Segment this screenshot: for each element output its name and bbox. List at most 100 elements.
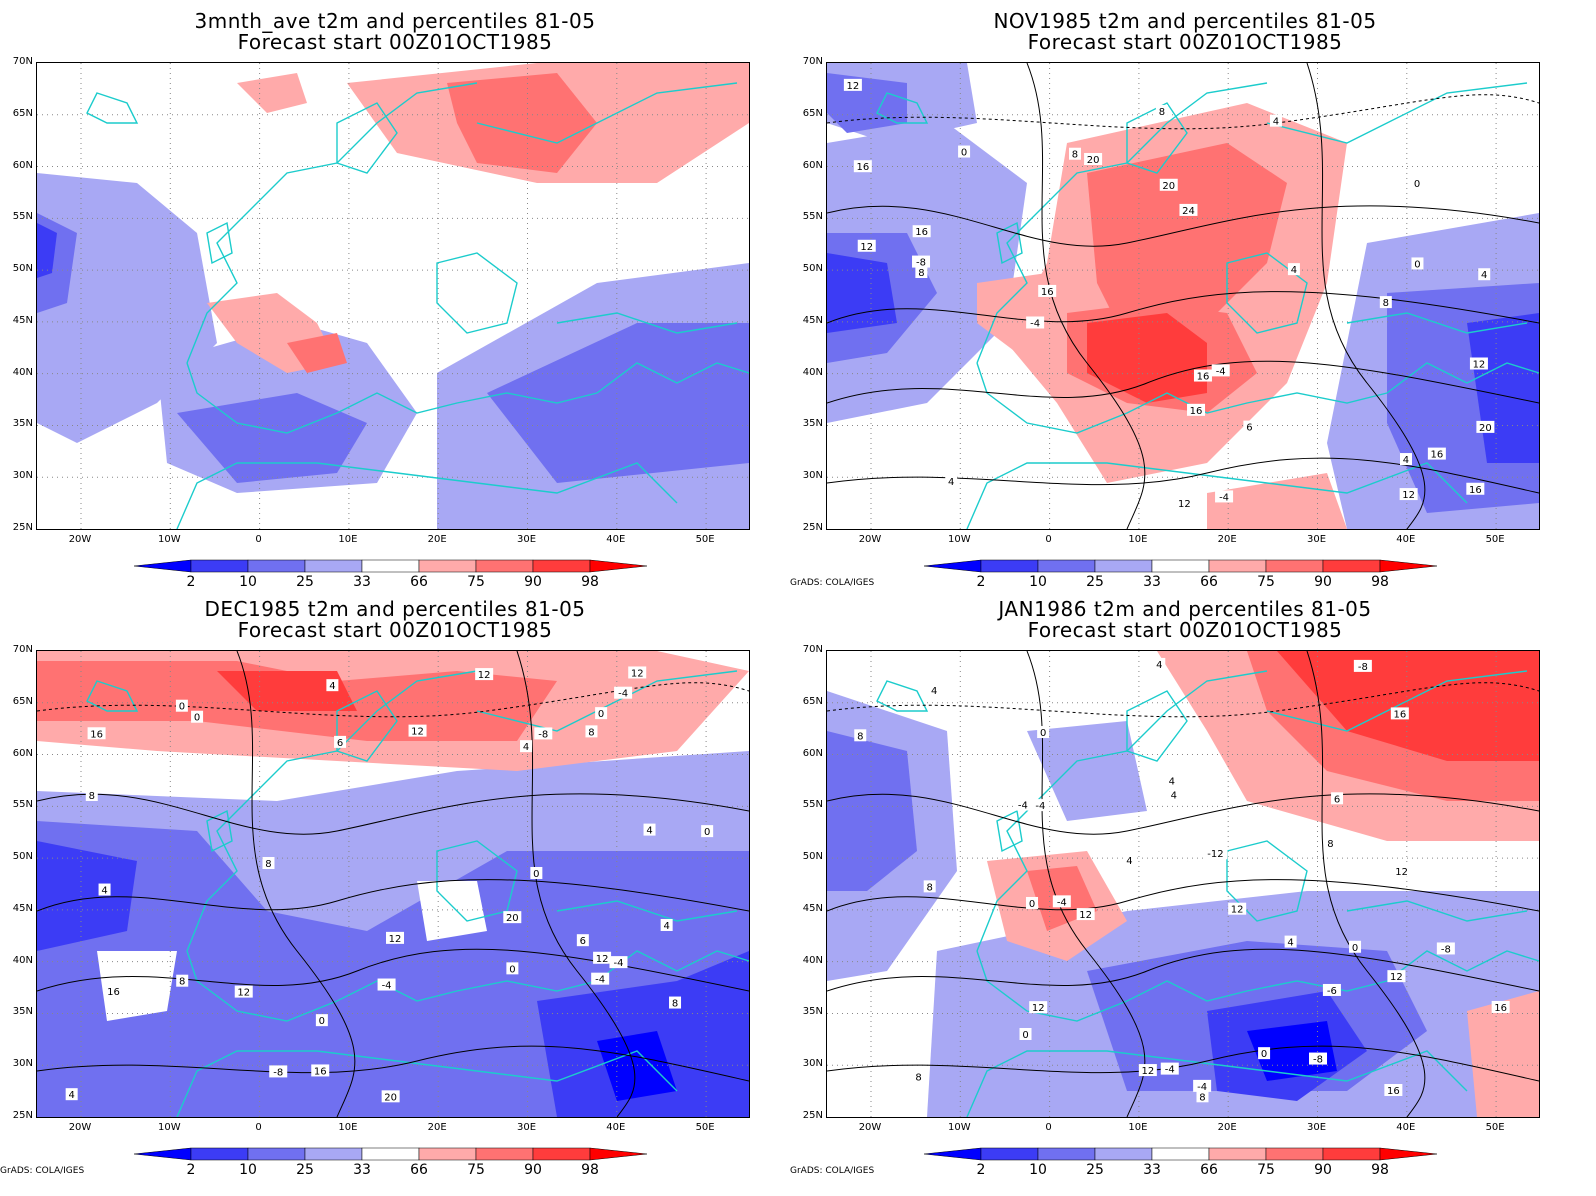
- colorbar-segment: [532, 559, 591, 573]
- svg-text:0: 0: [533, 869, 539, 880]
- svg-text:20: 20: [384, 1092, 397, 1103]
- t2m-contour-line: [1306, 63, 1426, 529]
- contour-label: 16: [1466, 482, 1485, 496]
- t2m-contour-line: [827, 793, 1539, 835]
- longitude-label: 50E: [695, 534, 715, 545]
- svg-text:-8: -8: [273, 1067, 283, 1078]
- contour-label: 16: [912, 225, 931, 238]
- svg-text:8: 8: [918, 268, 924, 279]
- colorbar-label: 10: [239, 1162, 257, 1178]
- latitude-label: 70N: [802, 644, 823, 655]
- contour-label: 4: [98, 883, 111, 897]
- svg-text:4: 4: [68, 1090, 74, 1101]
- latitude-label: 45N: [12, 902, 33, 914]
- svg-text:12: 12: [1079, 910, 1092, 921]
- latitude-label: 55N: [12, 799, 33, 811]
- svg-text:4: 4: [1169, 776, 1175, 787]
- panel-subtitle: Forecast start 00Z01OCT1985: [237, 618, 553, 642]
- longitude-label: 10W: [947, 534, 971, 545]
- coastline: [176, 462, 678, 529]
- svg-text:16: 16: [1197, 372, 1210, 383]
- svg-text:4: 4: [329, 681, 335, 692]
- latitude-label: 55N: [802, 799, 823, 811]
- contour-label: -4: [1052, 895, 1071, 908]
- svg-text:0: 0: [704, 827, 710, 838]
- svg-text:4: 4: [1287, 938, 1293, 949]
- coastline: [1386, 362, 1539, 394]
- longitude-label: 20E: [427, 534, 447, 545]
- map-plot-area: [36, 62, 750, 530]
- longitude-label: 10E: [338, 534, 358, 545]
- colorbar-segment: [1151, 1147, 1210, 1161]
- svg-text:16: 16: [1469, 485, 1482, 496]
- latitude-label: 55N: [802, 211, 823, 223]
- svg-text:-8: -8: [1313, 1055, 1323, 1066]
- contour-label: 4: [1153, 657, 1166, 671]
- latitude-label: 65N: [12, 107, 33, 119]
- latitude-label: 30N: [12, 470, 33, 482]
- percentile-shading-region: [827, 73, 907, 133]
- svg-text:8: 8: [1327, 839, 1333, 850]
- map-plot-area: -12 -8 -8 -4 0 4 -8 -4 -4 -6 0 4 8 -4 4 12 8 12 16 6 8 12 0 4 8 1…: [826, 650, 1540, 1118]
- colorbar-label: 2: [186, 574, 196, 590]
- colorbar-segment: [1265, 559, 1324, 573]
- coastline: [596, 362, 749, 394]
- latitude-label: 50N: [12, 851, 33, 863]
- svg-text:20: 20: [506, 913, 519, 924]
- coastline: [86, 680, 139, 712]
- latitude-label: 70N: [12, 644, 33, 655]
- contour-label: -4: [377, 978, 396, 992]
- svg-text:8: 8: [857, 731, 863, 742]
- contour-label: 8: [854, 729, 867, 742]
- latitude-label: 35N: [12, 418, 33, 430]
- contour-label: -4: [1026, 316, 1045, 329]
- coastline: [966, 1050, 1468, 1117]
- colorbar-label: 75: [467, 574, 485, 590]
- svg-text:0: 0: [961, 148, 967, 159]
- svg-text:-4: -4: [382, 981, 392, 992]
- svg-text:8: 8: [927, 882, 933, 893]
- grads-credit: GrADS: COLA/IGES: [790, 578, 875, 588]
- svg-text:0: 0: [1414, 179, 1420, 190]
- coastline: [186, 82, 478, 364]
- colorbar-segment: [1322, 559, 1381, 573]
- coastline: [476, 82, 738, 144]
- contour-label: -8: [1309, 1052, 1328, 1066]
- svg-text:4: 4: [1171, 790, 1177, 801]
- contour-label: 12: [628, 666, 647, 679]
- latitude-label: 40N: [12, 954, 33, 966]
- colorbar-container: [923, 558, 1444, 577]
- panel-title: DEC1985 t2m and percentiles 81-05: [204, 597, 586, 621]
- coastline: [966, 462, 1468, 529]
- svg-text:-4: -4: [1216, 366, 1226, 377]
- t2m-contour-line: [516, 651, 636, 1117]
- contour-label: 0: [191, 710, 204, 724]
- colorbar-label: 33: [353, 1162, 371, 1178]
- colorbar-segment: [1094, 1147, 1153, 1161]
- svg-text:8: 8: [1072, 150, 1078, 161]
- longitude-label: 10W: [947, 1122, 971, 1133]
- longitude-label: 50E: [1485, 534, 1505, 545]
- colorbar-container: [133, 1146, 654, 1165]
- percentile-shading-region: [1277, 651, 1539, 761]
- contour-label: 16: [1193, 369, 1212, 383]
- svg-text:8: 8: [179, 977, 185, 988]
- coastline: [976, 670, 1268, 952]
- panel-3month-average: 3mnth_ave t2m and percentiles 81-05 Fore…: [0, 0, 790, 590]
- contour-label: 6: [576, 934, 589, 947]
- svg-text:0: 0: [1029, 899, 1035, 910]
- contour-label: 4: [520, 740, 533, 753]
- coastline: [1346, 312, 1528, 334]
- contour-label: 12: [1029, 1001, 1048, 1014]
- latitude-label: 30N: [802, 470, 823, 482]
- contour-label: 4: [1269, 114, 1282, 128]
- colorbar-segment: [475, 1147, 534, 1161]
- percentile-shading-region: [1207, 473, 1347, 529]
- colorbar-label: 25: [1086, 574, 1104, 590]
- colorbar-segment: [190, 1147, 249, 1161]
- colorbar-segment: [247, 559, 306, 573]
- longitude-label: 20W: [858, 1122, 882, 1133]
- svg-text:-4: -4: [613, 958, 623, 969]
- contour-label: -8: [534, 727, 553, 740]
- contour-label: 6: [1331, 792, 1344, 805]
